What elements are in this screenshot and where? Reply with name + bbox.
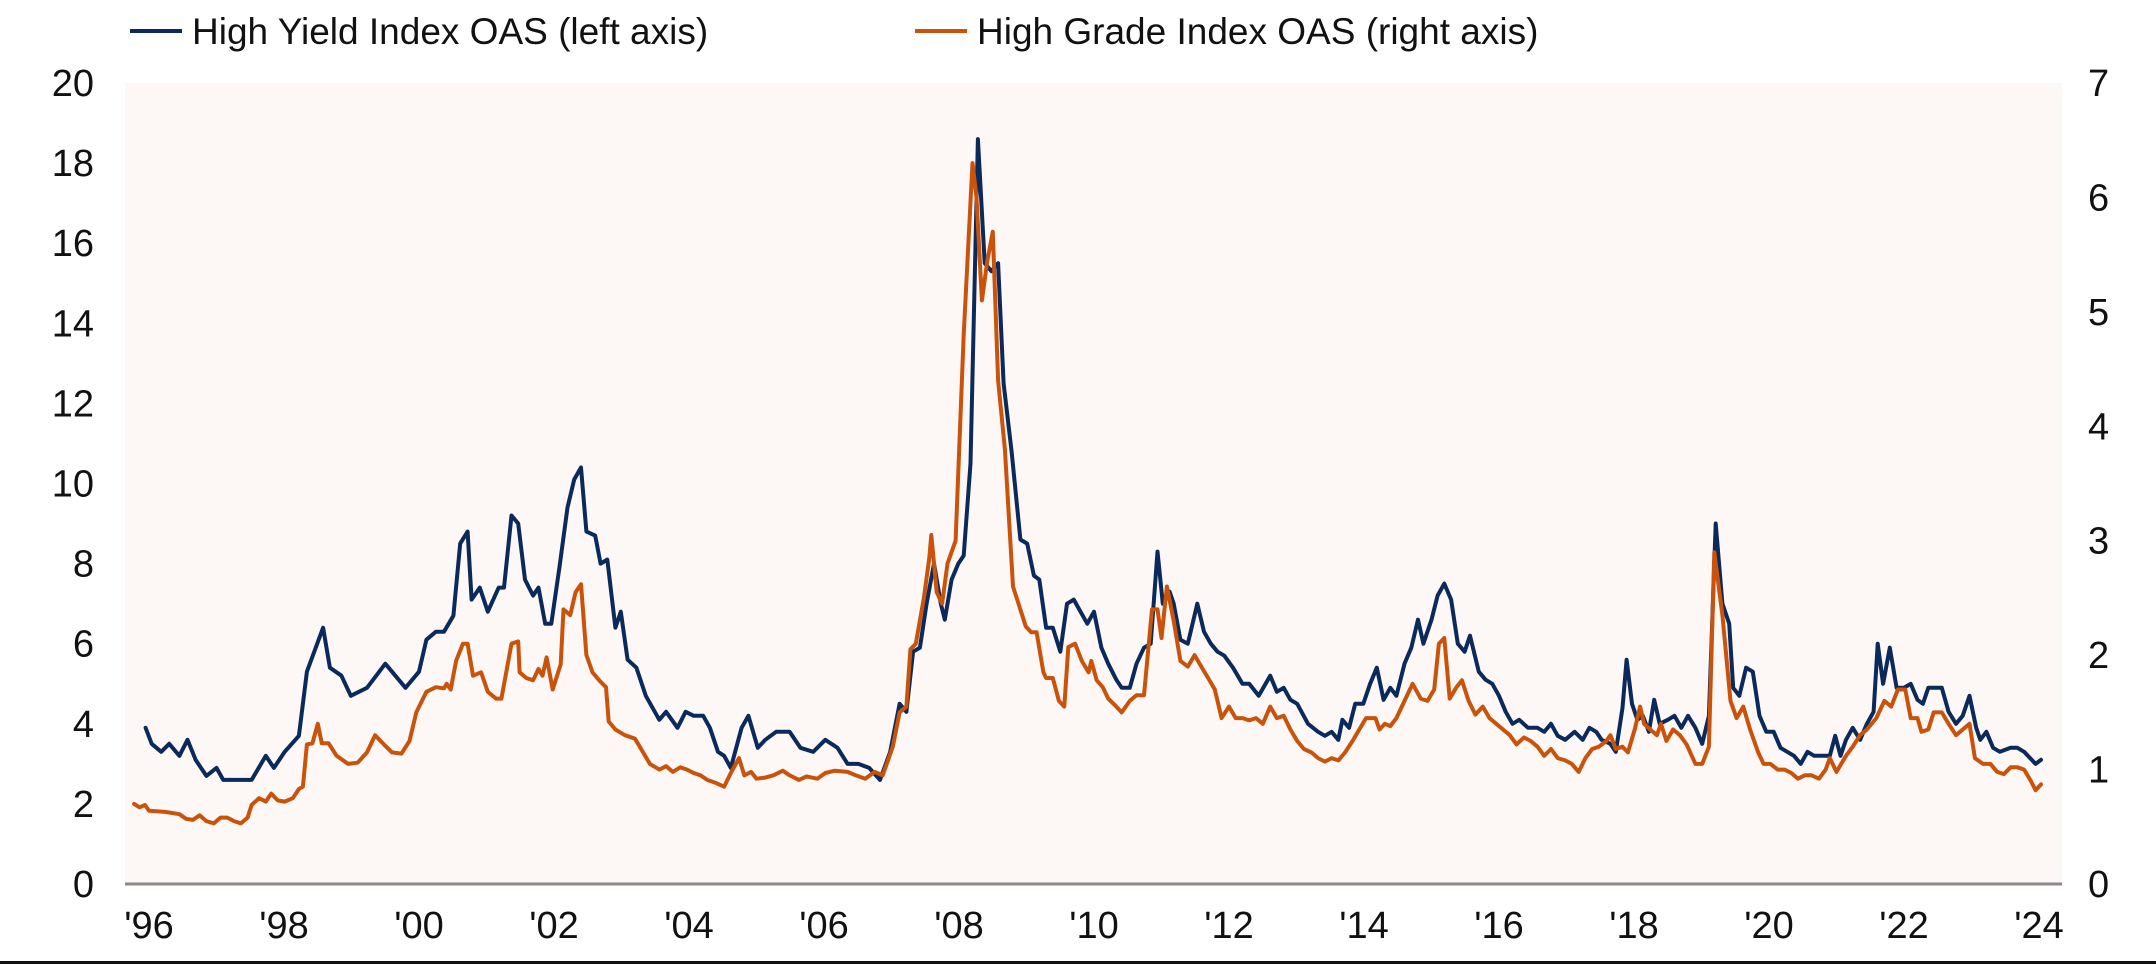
right-axis-tick-labels: 0 1 2 3 4 5 6 7 [2088,63,2109,906]
legend-label-high-grade: High Grade Index OAS (right axis) [977,11,1538,52]
x-axis-tick-label: '96 [124,905,174,947]
x-axis-tick-label: '22 [1879,905,1929,947]
x-axis-tick-label: '20 [1744,905,1794,947]
left-axis-tick-label: 6 [73,624,94,666]
x-axis-tick-label: '08 [934,905,984,947]
x-axis-tick-label: '14 [1339,905,1389,947]
x-axis-tick-label: '10 [1069,905,1119,947]
plot-area [125,83,2062,884]
high-grade-oas-line [132,161,2043,826]
right-axis-tick-label: 2 [2088,635,2109,677]
x-axis-tick-labels: '96 '98 '00 '02 '04 '06 '08 '10 '12 '14 '16 '18 '20 '… [124,905,2064,947]
left-axis-tick-label: 10 [52,464,94,506]
series-lines [132,137,2043,826]
right-axis-tick-label: 1 [2088,750,2109,792]
left-axis-tick-label: 4 [73,704,94,746]
x-axis-tick-label: '04 [664,905,714,947]
legend-item-high-yield: High Yield Index OAS (left axis) [130,11,708,52]
x-axis-tick-label: '06 [799,905,849,947]
right-axis-tick-label: 5 [2088,292,2109,334]
x-axis-tick-label: '00 [394,905,444,947]
x-axis-tick-label: '02 [529,905,579,947]
left-axis-tick-labels: 0 2 4 6 8 10 12 14 16 18 20 [52,63,94,906]
left-axis-tick-label: 8 [73,544,94,586]
right-axis-tick-label: 3 [2088,521,2109,563]
right-axis-tick-label: 6 [2088,177,2109,219]
left-axis-tick-label: 18 [52,143,94,185]
high-yield-oas-line [143,137,2043,782]
left-axis-tick-label: 0 [73,864,94,906]
right-axis-tick-label: 7 [2088,63,2109,105]
bottom-divider [0,961,2156,964]
left-axis-tick-label: 2 [73,784,94,826]
legend: High Yield Index OAS (left axis) High Gr… [130,11,1538,52]
legend-item-high-grade: High Grade Index OAS (right axis) [915,11,1538,52]
right-axis-tick-label: 0 [2088,864,2109,906]
left-axis-tick-label: 12 [52,383,94,425]
x-axis-tick-label: '98 [259,905,309,947]
right-axis-tick-label: 4 [2088,406,2109,448]
x-axis-tick-label: '12 [1204,905,1254,947]
left-axis-tick-label: 20 [52,63,94,105]
x-axis-tick-label: '16 [1474,905,1524,947]
left-axis-tick-label: 16 [52,223,94,265]
legend-label-high-yield: High Yield Index OAS (left axis) [192,11,708,52]
left-axis-tick-label: 14 [52,303,94,345]
x-axis-tick-label: '18 [1609,905,1659,947]
x-axis-tick-label: '24 [2014,905,2064,947]
